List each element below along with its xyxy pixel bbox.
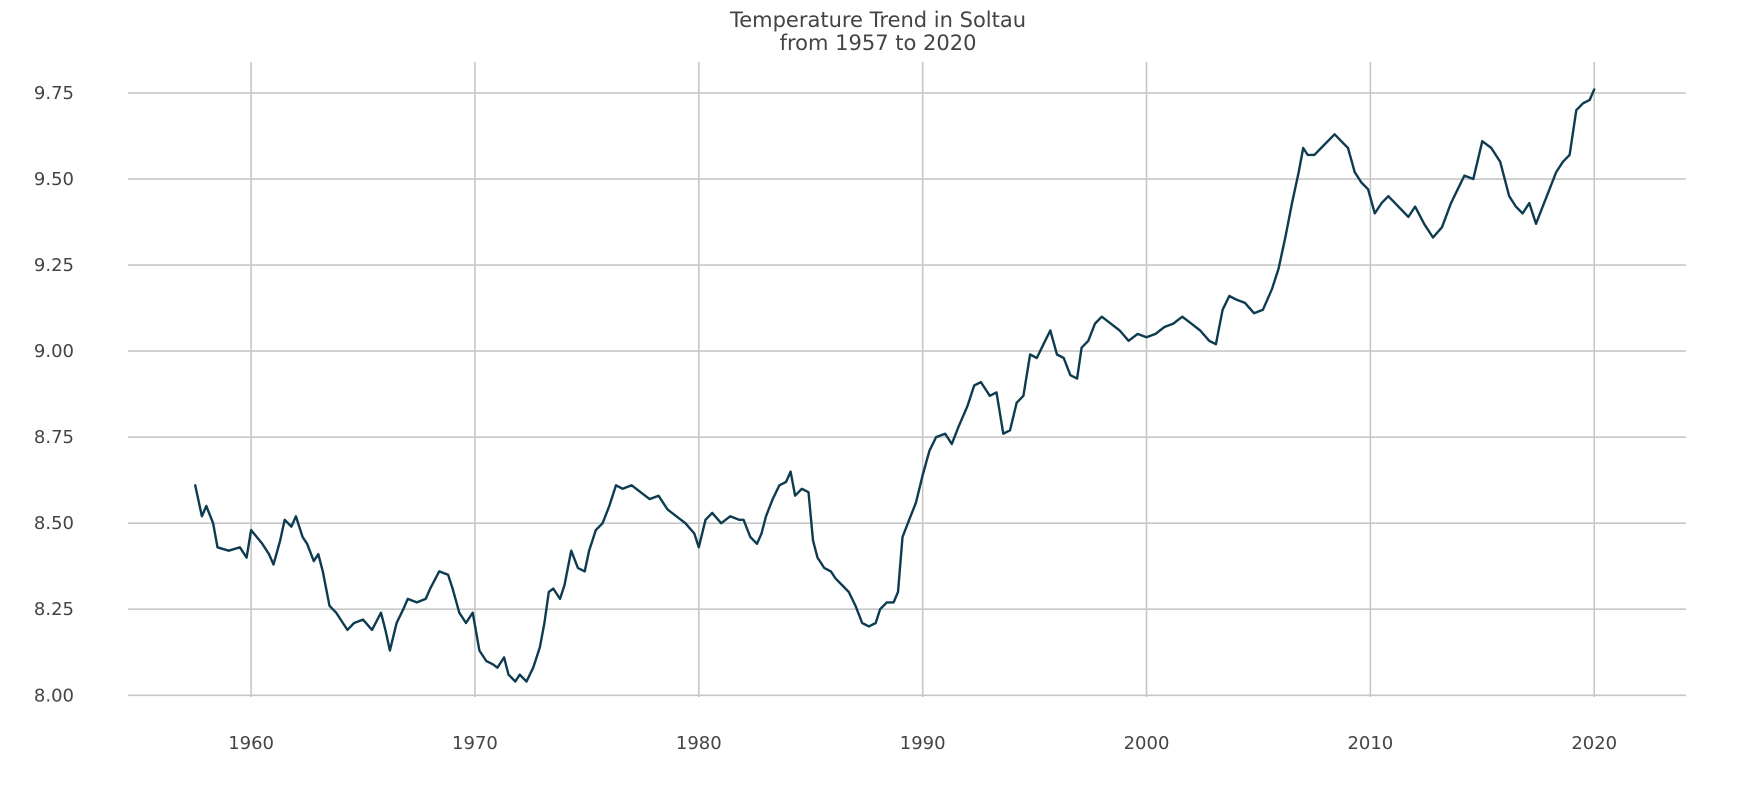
x-tick-label: 2000 xyxy=(1124,733,1170,754)
x-tick-label: 1960 xyxy=(228,733,274,754)
y-tick-label: 9.00 xyxy=(34,341,74,362)
y-tick-label: 8.00 xyxy=(34,685,74,706)
y-tick-label: 9.25 xyxy=(34,255,74,276)
y-tick-label: 9.50 xyxy=(34,169,74,190)
y-tick-label: 8.50 xyxy=(34,513,74,534)
x-tick-label: 1990 xyxy=(900,733,946,754)
y-tick-label: 8.25 xyxy=(34,599,74,620)
y-tick-label: 9.75 xyxy=(34,83,74,104)
x-tick-label: 2010 xyxy=(1347,733,1393,754)
x-tick-label: 1980 xyxy=(676,733,722,754)
y-tick-label: 8.75 xyxy=(34,427,74,448)
x-tick-label: 1970 xyxy=(452,733,498,754)
x-tick-label: 2020 xyxy=(1571,733,1617,754)
